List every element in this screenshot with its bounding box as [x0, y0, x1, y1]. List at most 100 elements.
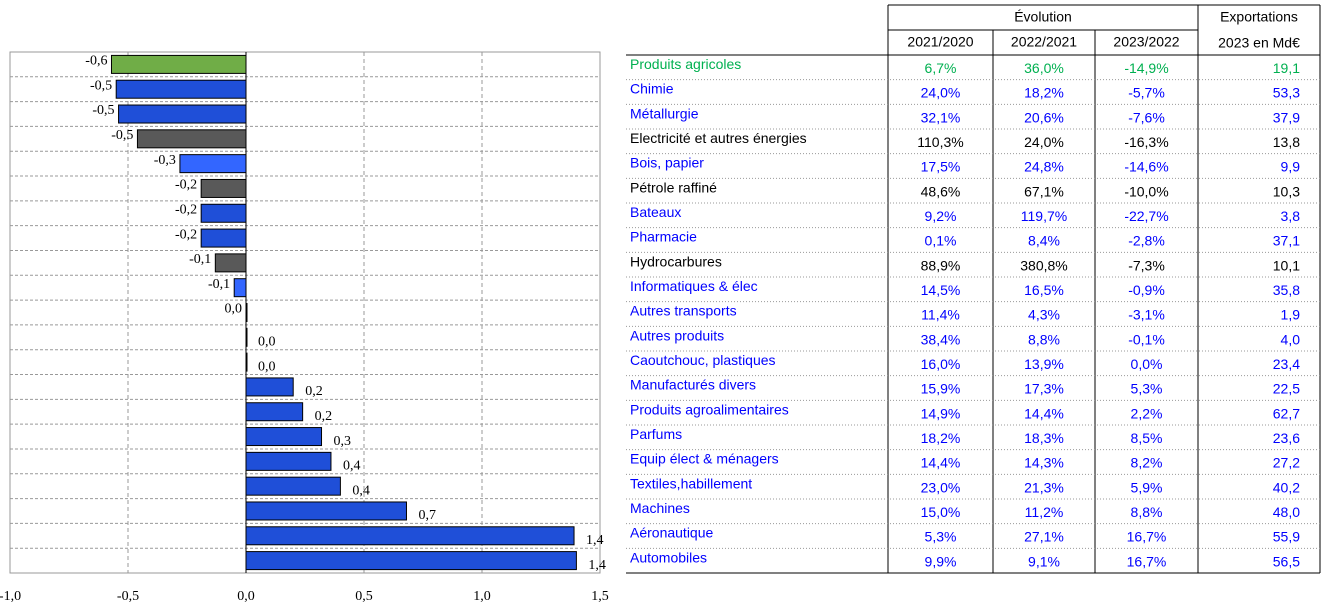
cell: 48,6%: [921, 183, 961, 199]
cell: 4,0: [1281, 331, 1301, 347]
cell: 14,9%: [921, 405, 961, 421]
cell: 17,3%: [1024, 381, 1064, 397]
cell: 110,3%: [917, 134, 963, 150]
cell: 16,7%: [1127, 529, 1167, 545]
cell: 24,8%: [1024, 159, 1064, 175]
bar: [245, 451, 332, 471]
bar: [245, 303, 248, 322]
row-label: Produits agricoles: [630, 56, 741, 72]
row-label: Pharmacie: [630, 229, 697, 245]
cell: 11,2%: [1025, 504, 1064, 520]
cell: 16,5%: [1024, 282, 1064, 298]
value-label: -0,5: [92, 103, 114, 118]
cell: 8,2%: [1131, 455, 1163, 471]
row-label: Bateaux: [630, 204, 681, 220]
x-tick-label: 0,5: [355, 589, 373, 604]
cell: -2,8%: [1128, 233, 1165, 249]
cell: 15,0%: [921, 504, 961, 520]
cell: 17,5%: [921, 159, 961, 175]
cell: 9,1%: [1028, 553, 1060, 569]
group-header: Évolution: [1014, 9, 1072, 25]
cell: 23,6: [1273, 430, 1300, 446]
value-label: -0,5: [90, 78, 112, 93]
cell: 24,0%: [921, 85, 961, 101]
bar: [245, 402, 304, 422]
bar: [200, 228, 247, 248]
value-label: 0,0: [225, 302, 243, 317]
row-label: Chimie: [630, 81, 674, 97]
cell: 67,1%: [1024, 183, 1064, 199]
bar: [245, 327, 248, 347]
value-label: 0,4: [343, 459, 361, 474]
value-label: 0,3: [334, 434, 352, 449]
x-tick-label: 0,0: [237, 589, 255, 604]
value-label: -0,6: [85, 54, 107, 69]
cell: 15,9%: [921, 381, 961, 397]
cell: 22,5: [1273, 381, 1300, 397]
x-tick-label: -0,5: [117, 589, 139, 604]
value-label: -0,1: [208, 277, 230, 292]
bar: [233, 278, 247, 298]
value-label: 0,2: [315, 409, 333, 424]
cell: 9,9: [1281, 159, 1301, 175]
cell: 88,9%: [921, 257, 961, 273]
cell: 20,6%: [1024, 109, 1064, 125]
value-label: -0,2: [175, 202, 197, 217]
column-header: 2023/2022: [1113, 34, 1179, 50]
cell: 5,3%: [925, 529, 957, 545]
cell: 119,7%: [1021, 208, 1067, 224]
row-label: Automobiles: [630, 549, 707, 565]
value-label: 0,0: [258, 359, 276, 374]
cell: 2,2%: [1131, 405, 1163, 421]
bar: [245, 551, 577, 571]
value-label: -0,2: [175, 178, 197, 193]
bar: [136, 129, 247, 149]
row-label: Manufacturés divers: [630, 377, 756, 393]
cell: 36,0%: [1024, 60, 1064, 76]
bar: [245, 377, 294, 397]
bar: [245, 352, 248, 372]
cell: -7,6%: [1128, 109, 1165, 125]
bar: [214, 253, 247, 273]
cell: 48,0: [1273, 504, 1300, 520]
value-label: -0,2: [175, 227, 197, 242]
value-label: 1,4: [588, 558, 606, 573]
bar: [200, 203, 247, 223]
cell: 0,0%: [1131, 356, 1163, 372]
cell: 10,1: [1273, 257, 1300, 273]
cell: 13,8: [1273, 134, 1300, 150]
cell: -14,6%: [1124, 159, 1168, 175]
cell: -0,1%: [1128, 331, 1165, 347]
cell: 19,1: [1273, 60, 1300, 76]
cell: 23,4: [1273, 356, 1300, 372]
cell: 56,5: [1273, 553, 1300, 569]
cell: 16,0%: [921, 356, 961, 372]
cell: 16,7%: [1127, 553, 1167, 569]
x-tick-label: 1,5: [591, 589, 609, 604]
x-tick-label: 1,0: [473, 589, 491, 604]
cell: -22,7%: [1124, 208, 1168, 224]
cell: -7,3%: [1128, 257, 1165, 273]
value-label: -0,5: [111, 128, 133, 143]
cell: 23,0%: [921, 479, 961, 495]
x-tick-label: -1,0: [0, 589, 21, 604]
bar: [115, 79, 247, 99]
bar: [245, 427, 323, 447]
column-header: 2023 en Md€: [1218, 35, 1300, 51]
bar: [118, 104, 247, 124]
cell: 53,3: [1273, 85, 1300, 101]
cell: 14,4%: [921, 455, 961, 471]
cell: 18,2%: [921, 430, 961, 446]
cell: 38,4%: [921, 331, 961, 347]
row-label: Produits agroalimentaires: [630, 401, 789, 417]
cell: 27,1%: [1024, 529, 1064, 545]
row-label: Bois, papier: [630, 155, 704, 171]
cell: 10,3: [1273, 183, 1300, 199]
cell: 40,2: [1273, 479, 1300, 495]
cell: 9,9%: [925, 553, 957, 569]
cell: 5,3%: [1131, 381, 1163, 397]
row-label: Parfums: [630, 426, 682, 442]
cell: 0,1%: [925, 233, 957, 249]
cell: 18,2%: [1024, 85, 1064, 101]
